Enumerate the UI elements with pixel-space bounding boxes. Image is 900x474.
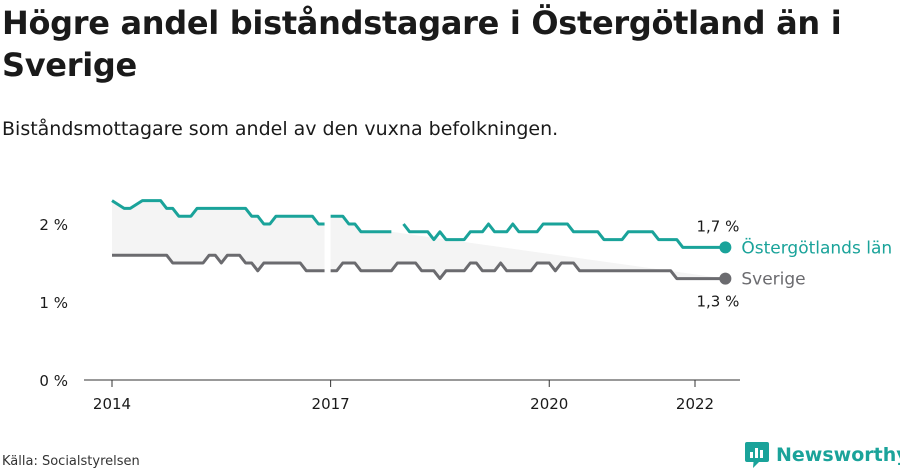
brand-logo: Newsworthy [744,440,900,470]
x-tick-label: 2020 [530,395,568,413]
x-tick-label: 2022 [676,395,714,413]
y-tick-label: 2 % [39,216,68,234]
chart-subtitle: Biståndsmottagare som andel av den vuxna… [2,118,559,140]
series-line-0 [402,222,726,249]
chart-title: Högre andel biståndstagare i Östergötlan… [2,4,842,84]
x-tick-label: 2014 [93,395,131,413]
series-end-point [719,272,732,285]
brand-name: Newsworthy [776,444,900,466]
series-line-1 [330,261,726,281]
series-line-0 [330,214,392,234]
y-tick-label: 0 % [39,372,68,390]
y-tick-label: 1 % [39,294,68,312]
series-value-label: 1,7 % [696,217,739,235]
source-note: Källa: Socialstyrelsen [2,454,140,469]
newsworthy-logo-icon [745,442,769,468]
series-line-1 [112,253,325,273]
series-end-point [719,241,732,254]
series-value-label: 1,3 % [696,293,739,311]
series-name-label: Östergötlands län [741,236,892,258]
series-name-label: Sverige [741,270,805,290]
x-tick-label: 2017 [312,395,350,413]
series-band [330,216,726,279]
line-chart: 0 % 1 % 2 % 2014 2017 2020 2022 Östergötlands l… [39,199,892,413]
series-band [112,200,325,271]
series-line-0 [111,199,325,226]
